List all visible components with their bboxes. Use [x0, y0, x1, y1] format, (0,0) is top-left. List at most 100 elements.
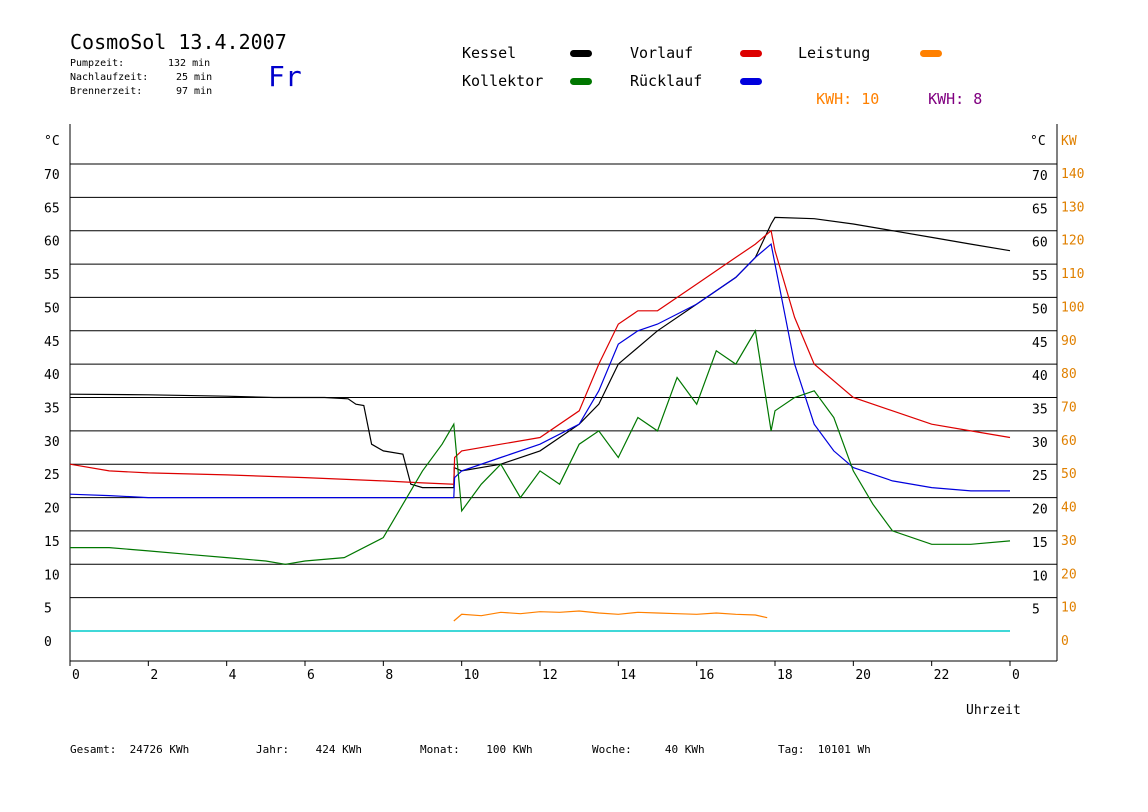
power-tick-label: 0 — [1061, 634, 1069, 649]
brennerzeit-label: Brennerzeit: — [70, 86, 143, 97]
series-line-leistung — [453, 610, 768, 622]
brennerzeit-value: 97 min — [176, 86, 213, 97]
pumpzeit-label: Pumpzeit: — [70, 58, 125, 69]
y-tick-label-right: 40 — [1032, 369, 1048, 384]
footer-jahr-value: 424 KWh — [315, 743, 362, 756]
x-tick-label: 0 — [1012, 668, 1020, 683]
y-tick-label-right: 20 — [1032, 503, 1048, 518]
x-tick-label: 8 — [385, 668, 393, 683]
legend-vorlauf-label: Vorlauf — [630, 44, 694, 62]
y-tick-label-right: 5 — [1032, 603, 1040, 618]
x-tick-label: 16 — [699, 668, 715, 683]
legend-leistung-label: Leistung — [798, 44, 871, 62]
y-tick-label: 5 — [44, 602, 52, 617]
y-tick-label-right: 25 — [1032, 469, 1048, 484]
footer-gesamt-value: 24726 KWh — [129, 743, 190, 756]
legend-kollektor-swatch — [570, 78, 592, 85]
footer-woche-label: Woche: — [592, 743, 632, 756]
y-tick-label: 15 — [44, 535, 60, 550]
series-line-rcklauf — [69, 242, 1010, 499]
y-tick-label: 65 — [44, 201, 60, 216]
y-tick-label: 25 — [44, 468, 60, 483]
y-tick-label-right: 35 — [1032, 403, 1048, 418]
series-line-kessel — [69, 216, 1011, 489]
footer-jahr: Jahr: 424 KWh — [256, 743, 362, 756]
y-tick-label-right: 65 — [1032, 202, 1048, 217]
power-axis-unit: KW — [1061, 134, 1077, 149]
y-tick-label: 40 — [44, 368, 60, 383]
y-tick-label-right: 55 — [1032, 269, 1048, 284]
x-tick-label: 10 — [464, 668, 480, 683]
y-tick-label: 0 — [44, 635, 52, 650]
footer-monat-value: 100 KWh — [486, 743, 533, 756]
power-tick-label: 30 — [1061, 534, 1077, 549]
y-tick-label: 20 — [44, 502, 60, 517]
y-tick-label-right: 45 — [1032, 336, 1048, 351]
weekday-label: Fr — [268, 60, 302, 93]
x-tick-label: 14 — [620, 668, 636, 683]
legend-kollektor-label: Kollektor — [462, 72, 544, 90]
legend-leistung-swatch — [920, 50, 942, 57]
y-axis-unit-left: °C — [44, 134, 60, 149]
nachlaufzeit-value: 25 min — [176, 72, 213, 83]
power-tick-label: 10 — [1061, 601, 1077, 616]
power-tick-label: 90 — [1061, 334, 1077, 349]
y-tick-label-right: 15 — [1032, 536, 1048, 551]
power-tick-label: 130 — [1061, 200, 1084, 215]
y-tick-label-right: 30 — [1032, 436, 1048, 451]
y-tick-label-right: 70 — [1032, 169, 1048, 184]
power-tick-label: 20 — [1061, 567, 1077, 582]
legend-kwh2: KWH: 8 — [910, 72, 982, 108]
y-tick-label: 70 — [44, 168, 60, 183]
y-tick-label-right: 10 — [1032, 569, 1048, 584]
footer-gesamt-label: Gesamt: — [70, 743, 117, 756]
y-tick-label: 45 — [44, 335, 60, 350]
power-tick-label: 120 — [1061, 234, 1084, 249]
power-tick-label: 110 — [1061, 267, 1084, 282]
legend-kessel-label: Kessel — [462, 44, 517, 62]
pumpzeit-value: 132 min — [168, 58, 211, 69]
footer-monat-label: Monat: — [420, 743, 460, 756]
series-line-vorlauf — [69, 229, 1011, 485]
x-axis-label: Uhrzeit — [966, 703, 1021, 718]
y-tick-label: 60 — [44, 235, 60, 250]
power-tick-label: 100 — [1061, 300, 1084, 315]
power-tick-label: 80 — [1061, 367, 1077, 382]
power-tick-label: 140 — [1061, 167, 1084, 182]
footer-tag-value: 10101 Wh — [817, 743, 871, 756]
footer-tag-label: Tag: — [778, 743, 805, 756]
x-tick-label: 18 — [777, 668, 793, 683]
power-tick-label: 60 — [1061, 434, 1077, 449]
x-tick-label: 6 — [307, 668, 315, 683]
nachlaufzeit-label: Nachlaufzeit: — [70, 72, 149, 83]
legend-kwh1-label: KWH: — [816, 90, 853, 108]
legend-vorlauf-swatch — [740, 50, 762, 57]
power-tick-label: 70 — [1061, 401, 1077, 416]
legend-kwh1-value: 10 — [861, 90, 880, 108]
power-tick-label: 40 — [1061, 501, 1077, 516]
x-tick-label: 4 — [229, 668, 237, 683]
y-tick-label: 35 — [44, 402, 60, 417]
series-line-kollektor — [70, 329, 1011, 565]
legend-kwh2-label: KWH: — [928, 90, 965, 108]
chart-title: CosmoSol 13.4.2007 — [70, 30, 287, 54]
legend-kwh1: KWH: 10 — [798, 72, 879, 108]
x-tick-label: 12 — [542, 668, 558, 683]
legend-kwh2-value: 8 — [973, 90, 983, 108]
x-tick-label: 20 — [855, 668, 871, 683]
y-tick-label-right: 60 — [1032, 236, 1048, 251]
y-tick-label-right: 50 — [1032, 302, 1048, 317]
y-tick-label: 10 — [44, 568, 60, 583]
x-tick-label: 22 — [934, 668, 950, 683]
x-tick-label: 0 — [72, 668, 80, 683]
footer-woche-value: 40 KWh — [664, 743, 705, 756]
footer-gesamt: Gesamt: 24726 KWh — [70, 743, 189, 756]
x-tick-label: 2 — [150, 668, 158, 683]
y-tick-label: 50 — [44, 301, 60, 316]
footer-woche: Woche: 40 KWh — [592, 743, 705, 756]
y-axis-unit-right: °C — [1030, 134, 1046, 149]
y-tick-label: 30 — [44, 435, 60, 450]
y-tick-label: 55 — [44, 268, 60, 283]
footer-jahr-label: Jahr: — [256, 743, 290, 756]
legend-kessel-swatch — [570, 50, 592, 57]
